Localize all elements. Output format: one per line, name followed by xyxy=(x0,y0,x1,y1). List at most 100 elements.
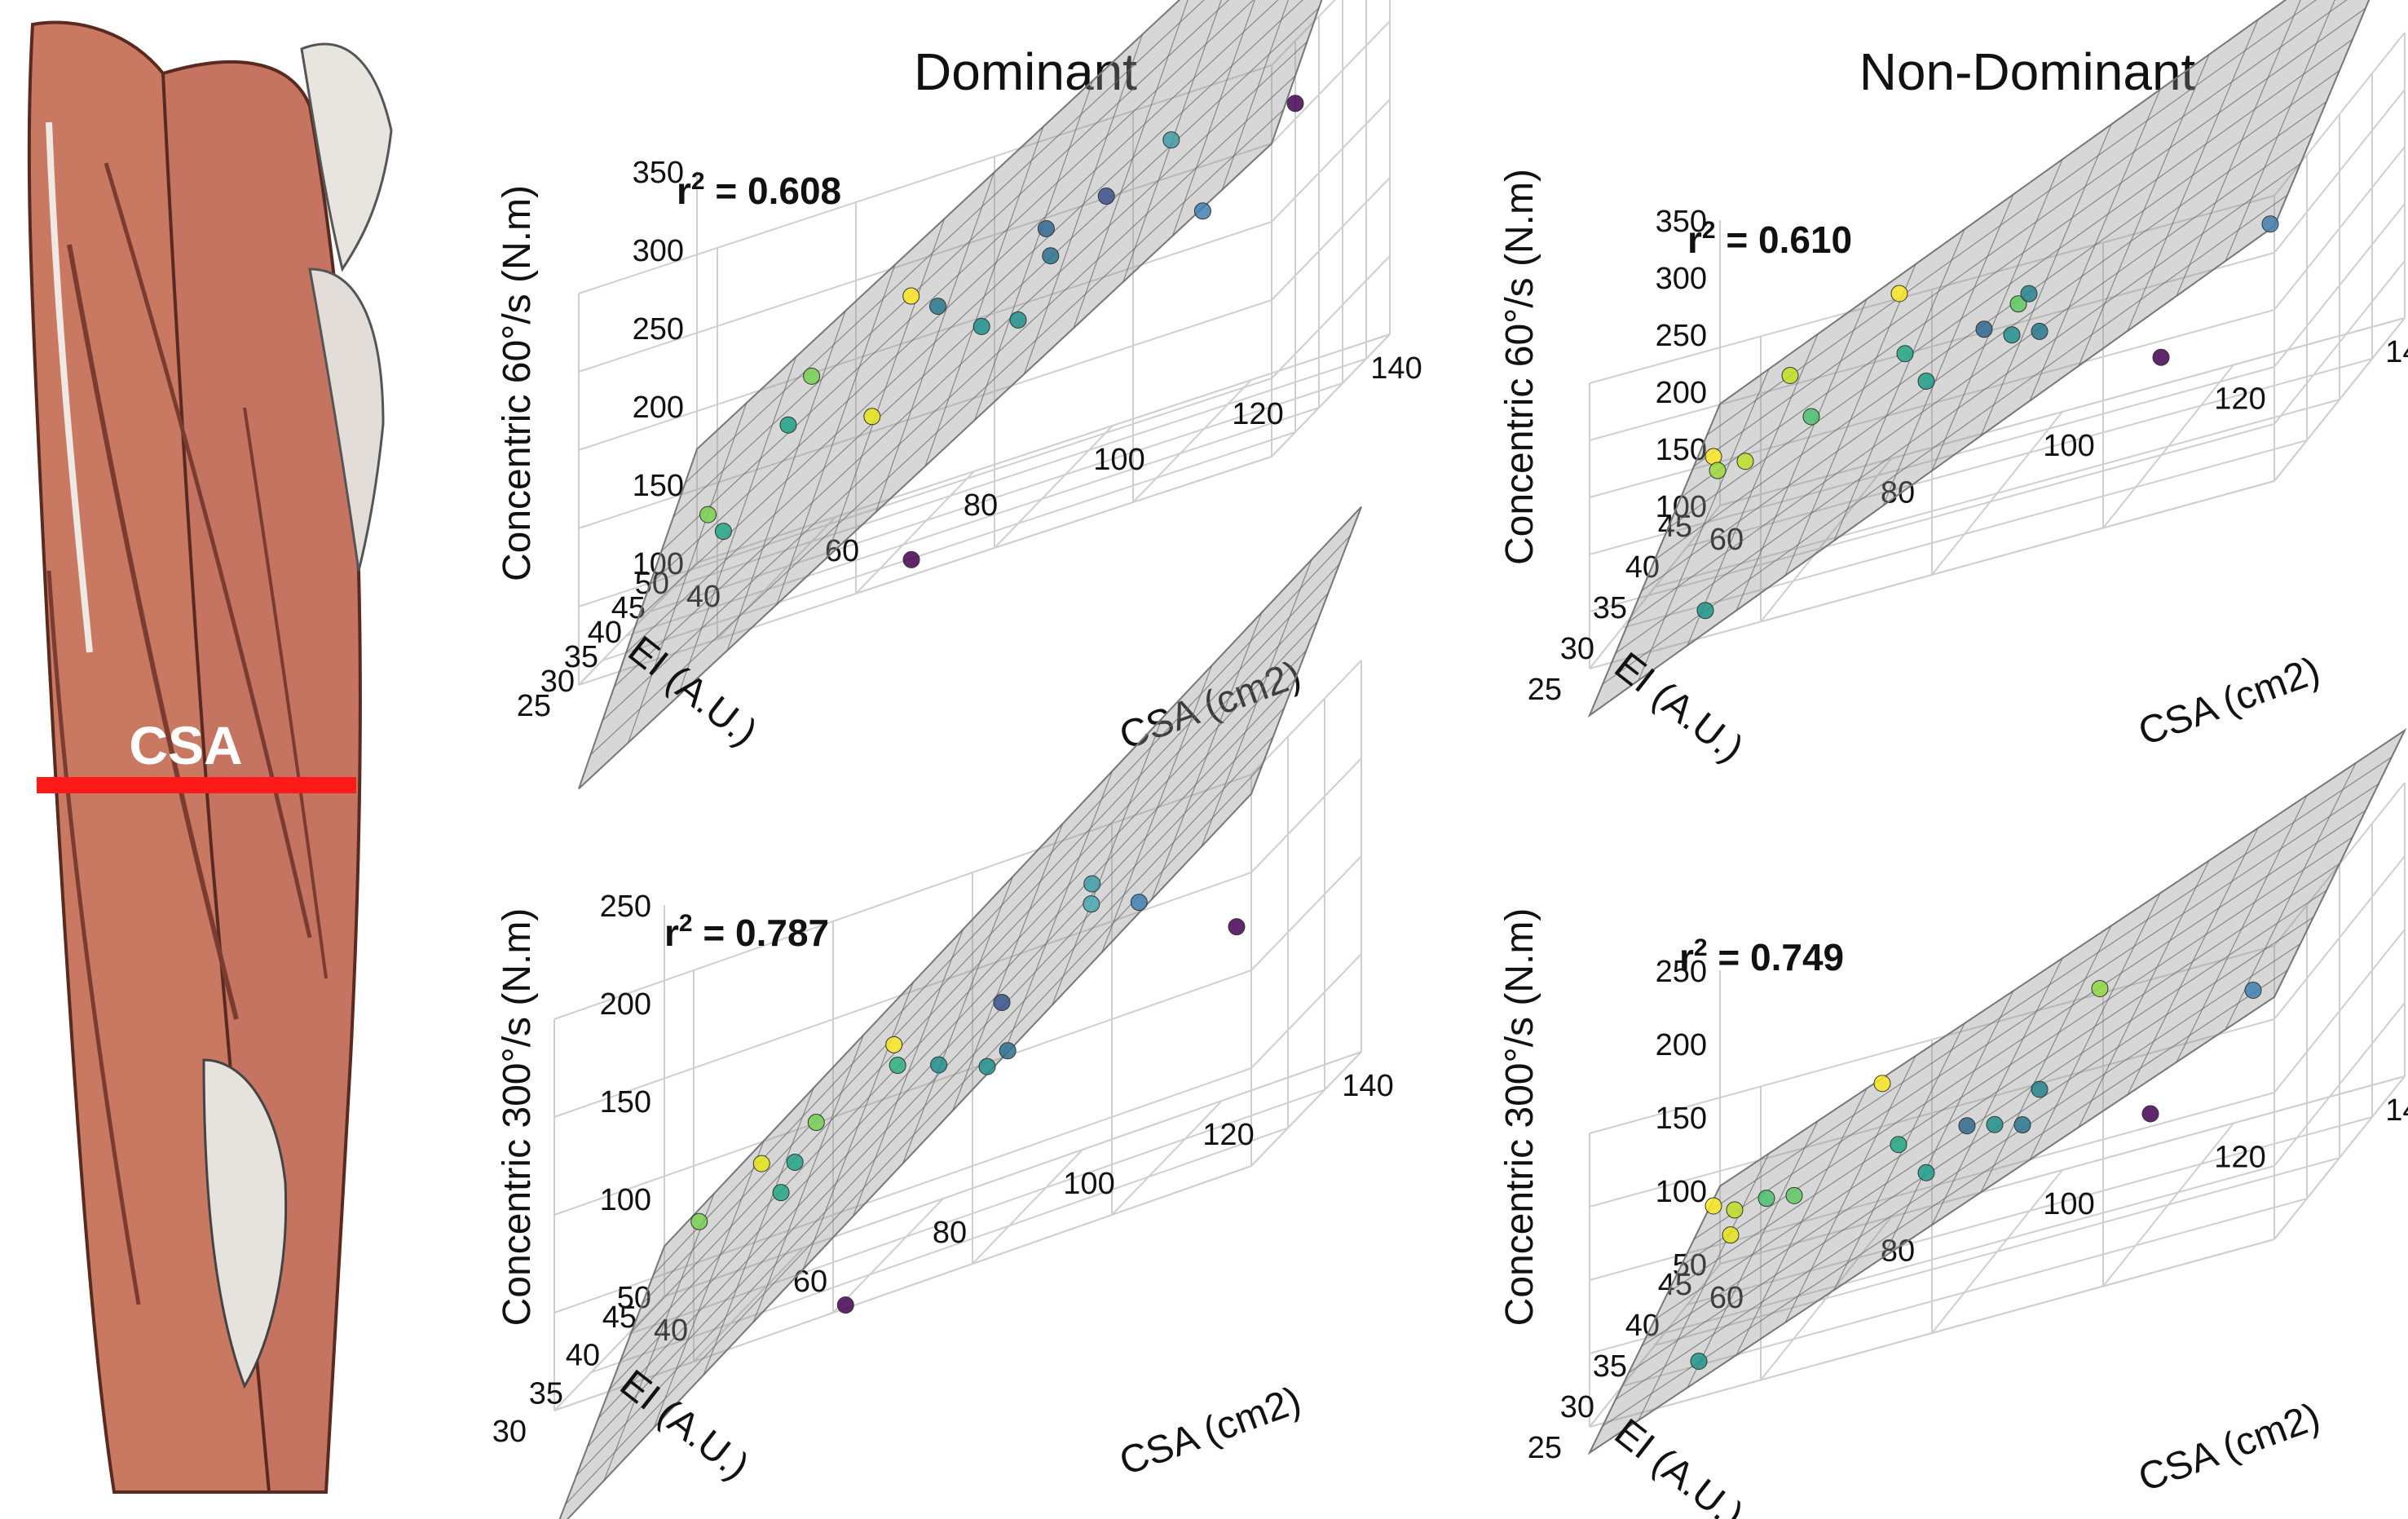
data-point xyxy=(1917,1164,1935,1181)
data-point xyxy=(972,317,990,335)
data-point xyxy=(1890,285,1908,302)
axis-label-x: EI (A.U.) xyxy=(1607,644,1752,771)
tick-label-z: 100 xyxy=(633,547,684,581)
plane-mesh-line xyxy=(1931,159,2063,471)
back-wall-gridline-z xyxy=(1589,195,2275,384)
data-point xyxy=(807,1114,825,1132)
data-point xyxy=(836,1296,854,1314)
data-point xyxy=(2031,1080,2049,1098)
plane-mesh-line xyxy=(1073,0,1189,329)
r-squared-annotation: r2 = 0.610 xyxy=(1687,217,1852,261)
tick-label-x: 25 xyxy=(1528,1431,1562,1465)
tick-label-z: 150 xyxy=(1656,433,1707,467)
data-point xyxy=(2020,285,2038,302)
floor-gridline-x xyxy=(627,1088,1325,1336)
tick-label-z: 350 xyxy=(633,156,684,190)
tick-label-z: 100 xyxy=(600,1183,651,1217)
data-point xyxy=(1193,202,1211,220)
plane-mesh-line xyxy=(776,264,896,605)
data-point xyxy=(699,506,717,523)
plane-mesh-line xyxy=(2029,89,2161,401)
tick-label-z: 100 xyxy=(1656,1175,1707,1209)
back-wall-gridline-z xyxy=(1589,1092,2275,1281)
plane-mesh-line xyxy=(902,876,1014,1164)
tick-label-y: 140 xyxy=(2385,1093,2408,1128)
thigh-muscle-illustration: CSA xyxy=(27,20,393,1494)
data-point xyxy=(999,1042,1017,1060)
data-point xyxy=(2141,1105,2159,1123)
plane-mesh-line xyxy=(1735,298,1868,612)
tick-label-x: 45 xyxy=(611,591,646,625)
side-wall-gridline-z xyxy=(1250,953,1362,1069)
gridlines xyxy=(1589,32,2406,669)
tick-label-y: 120 xyxy=(2214,1141,2265,1175)
data-point xyxy=(1037,219,1055,237)
regression-plane xyxy=(1587,0,2371,718)
axis-line-x xyxy=(553,1296,665,1411)
side-wall-gridline-z xyxy=(2273,260,2406,425)
data-point xyxy=(1696,602,1714,620)
tick-label-y: 80 xyxy=(933,1216,967,1250)
tick-label-x: 35 xyxy=(564,640,598,674)
floor-gridline-y xyxy=(1760,1216,1892,1381)
plane-mesh-line xyxy=(826,219,946,559)
data-point xyxy=(929,298,946,316)
axis-line-y xyxy=(664,1051,1362,1297)
data-point xyxy=(1736,453,1754,470)
csa-marker-label: CSA xyxy=(129,715,242,775)
axis-label-z: Concentric 60°/s (N.m) xyxy=(496,185,539,581)
tick-label-y: 100 xyxy=(2043,1187,2094,1221)
data-point xyxy=(2009,295,2027,313)
data-point xyxy=(786,1153,804,1171)
back-wall-gridline-z xyxy=(578,143,1272,373)
plane-mesh-line xyxy=(628,403,748,744)
tick-label-y: 120 xyxy=(1232,397,1283,431)
floor-gridline-x xyxy=(590,1127,1289,1374)
tick-label-x: 30 xyxy=(540,665,575,699)
tick-label-z: 300 xyxy=(1656,262,1707,296)
tick-label-z: 150 xyxy=(600,1085,651,1119)
tick-label-y: 40 xyxy=(686,580,721,614)
tick-label-z: 50 xyxy=(617,1281,651,1315)
data-point xyxy=(902,287,920,305)
gridlines xyxy=(1589,782,2406,1428)
plane-mesh-line xyxy=(1638,369,1770,681)
data-point xyxy=(930,1056,948,1074)
plane-mesh-line xyxy=(1980,124,2112,436)
r-squared-annotation: r2 = 0.749 xyxy=(1679,934,1844,978)
tick-label-x: 45 xyxy=(602,1300,637,1335)
tick-label-x: 40 xyxy=(1625,550,1660,585)
tick-label-z: 200 xyxy=(633,391,684,425)
plane-mesh-line xyxy=(1638,1153,1770,1421)
tick-label-y: 120 xyxy=(2214,382,2265,417)
axis-label-y: CSA (cm2) xyxy=(2133,649,2326,754)
back-wall-gridline-z xyxy=(1589,1018,2275,1208)
plane-mesh-line xyxy=(875,172,995,513)
data-point xyxy=(2091,980,2109,997)
axis-label-z: Concentric 300°/s (N.m) xyxy=(496,908,539,1327)
plane-mesh-line xyxy=(1882,194,2014,506)
floor-gridline-y xyxy=(994,425,1114,549)
data-point xyxy=(863,408,881,426)
side-wall-gridline-z xyxy=(2273,929,2406,1093)
column-title-dominant: Dominant xyxy=(914,42,1137,101)
regression-plane xyxy=(1587,727,2407,1455)
tick-label-z: 200 xyxy=(1656,1028,1707,1062)
tick-label-y: 120 xyxy=(1202,1118,1254,1152)
tick-label-x: 35 xyxy=(1593,1349,1627,1384)
data-point xyxy=(1757,1190,1775,1208)
tick-label-z: 150 xyxy=(633,469,684,503)
plane-mesh-line xyxy=(1687,333,1819,646)
back-wall-gridline-z xyxy=(1589,1239,2275,1428)
data-point xyxy=(1130,894,1148,912)
data-point xyxy=(690,1212,708,1230)
axis-label-y: CSA (cm2) xyxy=(2133,1395,2326,1500)
plane-mesh-line xyxy=(1221,0,1289,190)
data-point xyxy=(1690,1353,1708,1370)
tick-label-x: 45 xyxy=(1658,1268,1692,1302)
plane-mesh-line xyxy=(952,824,1064,1111)
data-point xyxy=(779,416,797,434)
tick-label-y: 140 xyxy=(1370,351,1422,386)
plane-mesh-line xyxy=(703,1087,814,1375)
